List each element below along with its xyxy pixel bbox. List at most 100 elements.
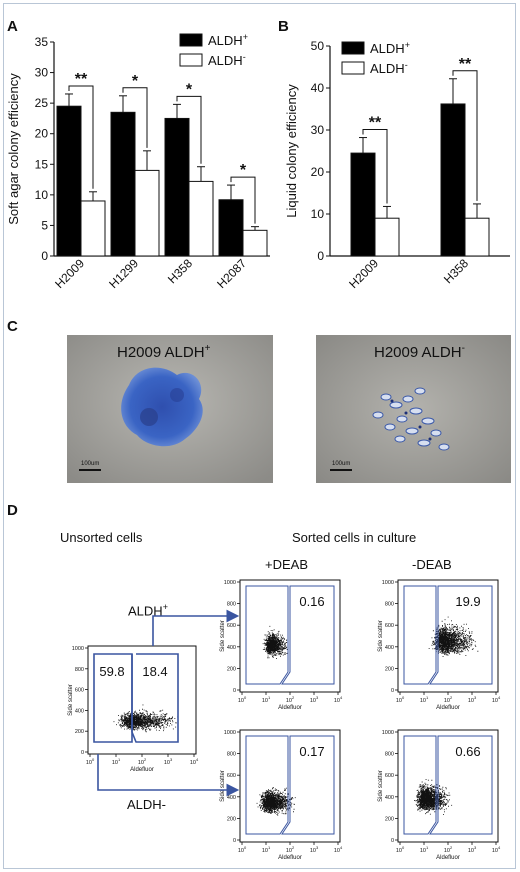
flow-event-dots <box>428 616 479 657</box>
flow-x-tick-label: 104 <box>334 845 343 854</box>
flow-x-tick-label: 103 <box>468 695 477 704</box>
arrow-aldh-negative <box>97 754 240 797</box>
flow-x-tick-label: 100 <box>86 757 95 766</box>
flow-x-axis-label: Aldefluor <box>436 855 460 860</box>
flow-gate <box>429 735 493 835</box>
flow-y-tick-label: 200 <box>385 666 394 672</box>
bar <box>464 217 490 257</box>
gate-percentage: 19.9 <box>455 594 480 609</box>
colony-large <box>121 367 203 447</box>
flow-x-axis-label: Aldefluor <box>130 767 154 773</box>
flow-gate <box>245 735 289 835</box>
aldh-positive-label: ALDH+ <box>128 602 168 619</box>
y-tick-label: 5 <box>41 218 48 232</box>
minus-deab-label: -DEAB <box>412 557 452 572</box>
flow-plot-plus-deab-positive: 0 200 400 600 800 1000 100 101 102 103 104 Aldefluo… <box>220 579 343 711</box>
y-tick-label: 25 <box>35 96 49 110</box>
flow-y-tick-label: 400 <box>385 645 394 651</box>
significance-marker: ** <box>75 71 88 88</box>
x-tick-label: H1299 <box>106 256 141 291</box>
flow-plot-unsorted: 0 200 400 600 800 1000 100 101 102 103 104 Aldefluo… <box>68 645 199 773</box>
y-tick-label: 35 <box>35 35 49 49</box>
flow-y-tick-label: 1000 <box>224 580 236 586</box>
flow-x-tick-label: 103 <box>468 845 477 854</box>
flow-gate <box>403 735 437 835</box>
panel-letter-b: B <box>278 18 289 35</box>
flow-y-tick-label: 200 <box>227 816 236 822</box>
flow-y-tick-label: 200 <box>75 729 84 735</box>
bar <box>188 180 214 257</box>
gate-percentage: 0.17 <box>299 744 324 759</box>
flow-x-tick-label: 104 <box>492 695 501 704</box>
flow-y-tick-label: 0 <box>81 750 84 756</box>
x-tick-label: H2009 <box>346 256 381 291</box>
y-tick-label: 20 <box>311 165 325 179</box>
scale-bar-left <box>79 469 101 471</box>
flow-y-axis-label: Side scatter <box>378 770 384 802</box>
flow-x-axis-label: Aldefluor <box>278 705 302 711</box>
micrograph-title-right: H2009 ALDH- <box>374 343 465 361</box>
legend-label: ALDH+ <box>370 40 410 56</box>
y-tick-label: 20 <box>35 127 49 141</box>
plot-frame <box>87 645 197 755</box>
y-tick-label: 0 <box>41 249 48 263</box>
bar <box>56 105 82 257</box>
flow-x-tick-label: 104 <box>492 845 501 854</box>
micrograph-aldh-negative: H2009 ALDH- 100um <box>316 335 511 483</box>
legend-swatch <box>179 33 203 47</box>
significance-bracket <box>176 95 202 164</box>
flow-event-dots <box>262 625 291 659</box>
flow-x-tick-label: 102 <box>286 695 295 704</box>
figure-frame <box>3 3 516 869</box>
flow-x-tick-label: 100 <box>238 695 247 704</box>
flow-x-tick-label: 101 <box>112 757 121 766</box>
flow-x-tick-label: 100 <box>396 845 405 854</box>
flow-y-tick-label: 1000 <box>224 730 236 736</box>
bar <box>374 217 400 257</box>
scale-label-right: 100um <box>332 461 351 467</box>
flow-y-tick-label: 600 <box>385 773 394 779</box>
x-tick-label: H358 <box>441 256 471 286</box>
significance-marker: ** <box>459 56 472 73</box>
bar <box>110 111 136 257</box>
significance-bracket <box>452 70 478 201</box>
plus-deab-label: +DEAB <box>265 557 308 572</box>
gate-percentage: 0.16 <box>299 594 324 609</box>
flow-y-tick-label: 800 <box>75 667 84 673</box>
micrograph-title-left: H2009 ALDH+ <box>117 343 211 361</box>
chart-soft-agar: 0 5 10 15 20 25 30 35 Soft agar colony efficienc… <box>6 32 270 291</box>
significance-bracket <box>230 176 256 224</box>
flow-x-tick-label: 101 <box>420 695 429 704</box>
gate-percentage: 18.4 <box>142 664 167 679</box>
flow-y-tick-label: 800 <box>227 602 236 608</box>
flow-gate <box>281 735 335 835</box>
flow-y-tick-label: 400 <box>385 795 394 801</box>
flow-x-tick-label: 102 <box>286 845 295 854</box>
significance-bracket <box>68 85 94 189</box>
arrow-aldh-positive <box>152 609 240 646</box>
flow-x-tick-label: 102 <box>138 757 147 766</box>
sorted-cells-label: Sorted cells in culture <box>292 530 417 545</box>
flow-y-tick-label: 800 <box>227 752 236 758</box>
flow-y-tick-label: 600 <box>75 688 84 694</box>
flow-y-axis-label: Side scatter <box>220 770 226 802</box>
y-tick-label: 15 <box>35 157 49 171</box>
y-tick-label: 50 <box>311 39 325 53</box>
flow-plot-minus-deab-negative: 0 200 400 600 800 1000 100 101 102 103 104 Aldefluo… <box>378 729 501 860</box>
significance-bracket <box>362 129 388 204</box>
flow-y-axis-label: Side scatter <box>378 620 384 652</box>
bar <box>242 229 268 257</box>
x-tick-label: H358 <box>165 256 195 286</box>
flow-x-tick-label: 101 <box>262 845 271 854</box>
flow-y-tick-label: 1000 <box>382 580 394 586</box>
flow-y-tick-label: 200 <box>227 666 236 672</box>
y-axis-label: Liquid colony efficiency <box>284 84 299 218</box>
flow-gate <box>281 585 335 685</box>
y-axis-label: Soft agar colony efficiency <box>6 73 21 225</box>
flow-y-tick-label: 1000 <box>72 646 84 652</box>
gate-percentage: 0.66 <box>455 744 480 759</box>
y-tick-label: 30 <box>311 123 325 137</box>
bar <box>350 152 376 257</box>
flow-x-tick-label: 103 <box>164 757 173 766</box>
flow-event-dots <box>414 779 453 815</box>
